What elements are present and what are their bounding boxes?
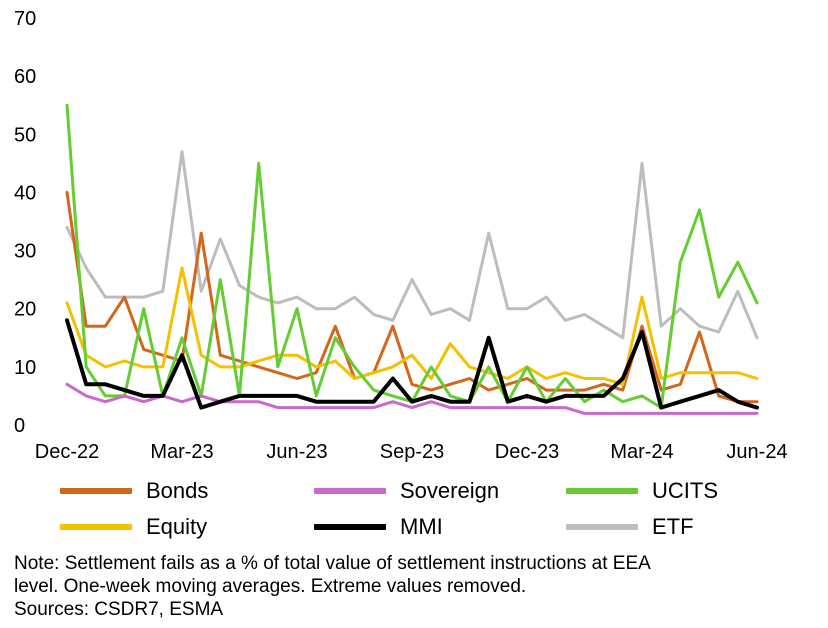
y-tick-label: 60	[14, 66, 36, 88]
legend-label-equity: Equity	[146, 514, 208, 539]
legend-item-equity: Equity	[60, 510, 207, 544]
legend-item-ucits: UCITS	[566, 474, 718, 508]
legend-swatch-ucits	[566, 488, 638, 494]
legend-item-etf: ETF	[566, 510, 694, 544]
x-tick-label: Dec-23	[495, 441, 559, 463]
y-tick-label: 10	[14, 357, 36, 379]
series-line-sovereign	[65, 382, 759, 415]
legend-item-bonds: Bonds	[60, 474, 208, 508]
y-axis-ticks: 0 10 20 30 40 50 60 70	[14, 8, 36, 437]
legend-swatch-equity	[60, 524, 132, 530]
note-line-3: Sources: CSDR7, ESMA	[14, 599, 224, 620]
series-line-mmi	[65, 318, 759, 410]
legend-swatch-mmi	[314, 524, 386, 530]
series-line-equity	[65, 266, 759, 386]
x-tick-label: Dec-22	[35, 441, 99, 463]
x-tick-label: Sep-23	[380, 441, 445, 463]
legend-label-bonds: Bonds	[146, 478, 209, 503]
y-tick-label: 30	[14, 241, 36, 263]
x-tick-label: Jun-23	[266, 441, 327, 463]
legend-swatch-etf	[566, 524, 638, 530]
line-chart: 0 10 20 30 40 50 60 70 Dec-22 Mar-23 Jun-23 Sep-23…	[14, 8, 788, 463]
y-tick-label: 70	[14, 8, 36, 30]
note-line-1: Note: Settlement fails as a % of total v…	[14, 553, 651, 574]
legend-swatch-bonds	[60, 488, 132, 494]
legend: Bonds Sovereign UCITS Equity MMI ETF	[0, 474, 828, 546]
series-lines	[65, 103, 759, 415]
series-line-etf	[65, 150, 759, 340]
y-tick-label: 0	[14, 415, 25, 437]
x-tick-label: Mar-23	[150, 441, 213, 463]
legend-label-mmi: MMI	[400, 514, 443, 539]
y-tick-label: 40	[14, 182, 36, 204]
y-tick-label: 50	[14, 124, 36, 146]
legend-item-mmi: MMI	[314, 510, 443, 544]
legend-label-ucits: UCITS	[652, 478, 718, 503]
x-tick-label: Jun-24	[726, 441, 787, 463]
legend-swatch-sovereign	[314, 488, 386, 494]
legend-label-sovereign: Sovereign	[400, 478, 500, 503]
y-tick-label: 20	[14, 299, 36, 321]
x-axis-ticks: Dec-22 Mar-23 Jun-23 Sep-23 Dec-23 Mar-24 Jun-…	[35, 441, 788, 463]
legend-label-etf: ETF	[652, 514, 694, 539]
legend-item-sovereign: Sovereign	[314, 474, 499, 508]
note-line-2: level. One-week moving averages. Extreme…	[14, 576, 527, 597]
chart-note: Note: Settlement fails as a % of total v…	[14, 552, 814, 621]
x-tick-label: Mar-24	[610, 441, 673, 463]
